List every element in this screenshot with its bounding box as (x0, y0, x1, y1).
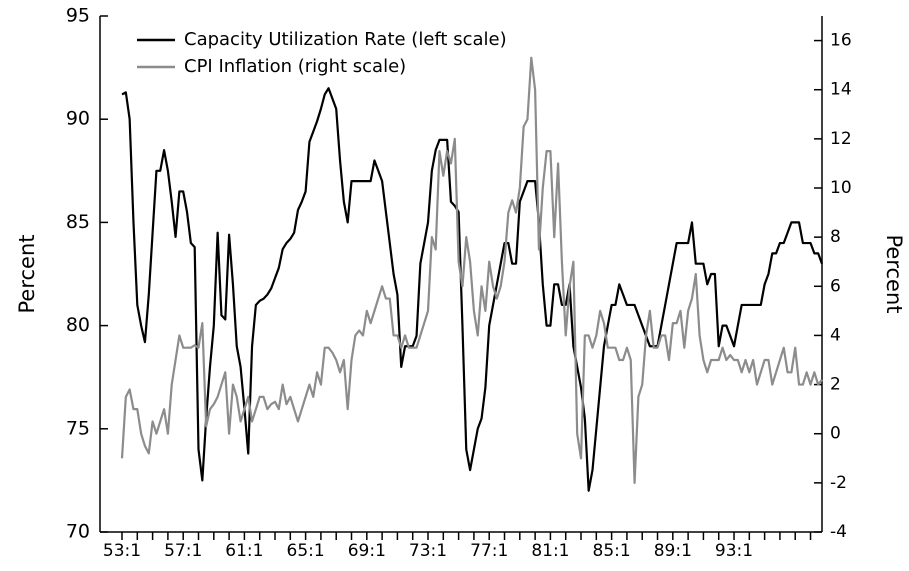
x-tick-label: 73:1 (409, 541, 447, 561)
series-line (121, 87, 824, 492)
legend-label: Capacity Utilization Rate (left scale) (184, 29, 507, 50)
y2-tick-label: 16 (830, 31, 852, 51)
y-tick-label: 90 (66, 108, 90, 130)
y-tick-label: 75 (66, 417, 90, 439)
y2-tick-label: -4 (830, 522, 847, 542)
y2-tick-label: -2 (830, 473, 847, 493)
x-tick-label: 69:1 (348, 541, 386, 561)
x-tick-label: 61:1 (225, 541, 263, 561)
x-tick-label: 53:1 (103, 541, 141, 561)
series-line (120, 56, 823, 484)
x-tick-label: 93:1 (715, 541, 753, 561)
x-tick-label: 65:1 (287, 541, 325, 561)
x-tick-label: 89:1 (654, 541, 692, 561)
y-tick-label: 85 (66, 211, 90, 233)
x-tick-label: 77:1 (470, 541, 508, 561)
y2-tick-label: 10 (830, 178, 852, 198)
y-tick-label: 95 (66, 5, 90, 27)
x-tick-label: 81:1 (531, 541, 569, 561)
x-tick-label: 57:1 (164, 541, 202, 561)
x-tick-label: 85:1 (593, 541, 631, 561)
legend-label: CPI Inflation (right scale) (184, 56, 406, 77)
y2-tick-label: 0 (830, 424, 841, 444)
y-tick-label: 80 (66, 314, 90, 336)
y-tick-label: 70 (66, 521, 90, 543)
y2-tick-label: 8 (830, 227, 841, 247)
y2-tick-label: 14 (830, 80, 852, 100)
y2-tick-label: 12 (830, 129, 852, 149)
y-axis-label: Percent (15, 234, 39, 313)
y2-tick-label: 2 (830, 375, 841, 395)
y2-axis-label: Percent (882, 234, 906, 313)
y2-tick-label: 6 (830, 276, 841, 296)
y2-tick-label: 4 (830, 325, 841, 345)
